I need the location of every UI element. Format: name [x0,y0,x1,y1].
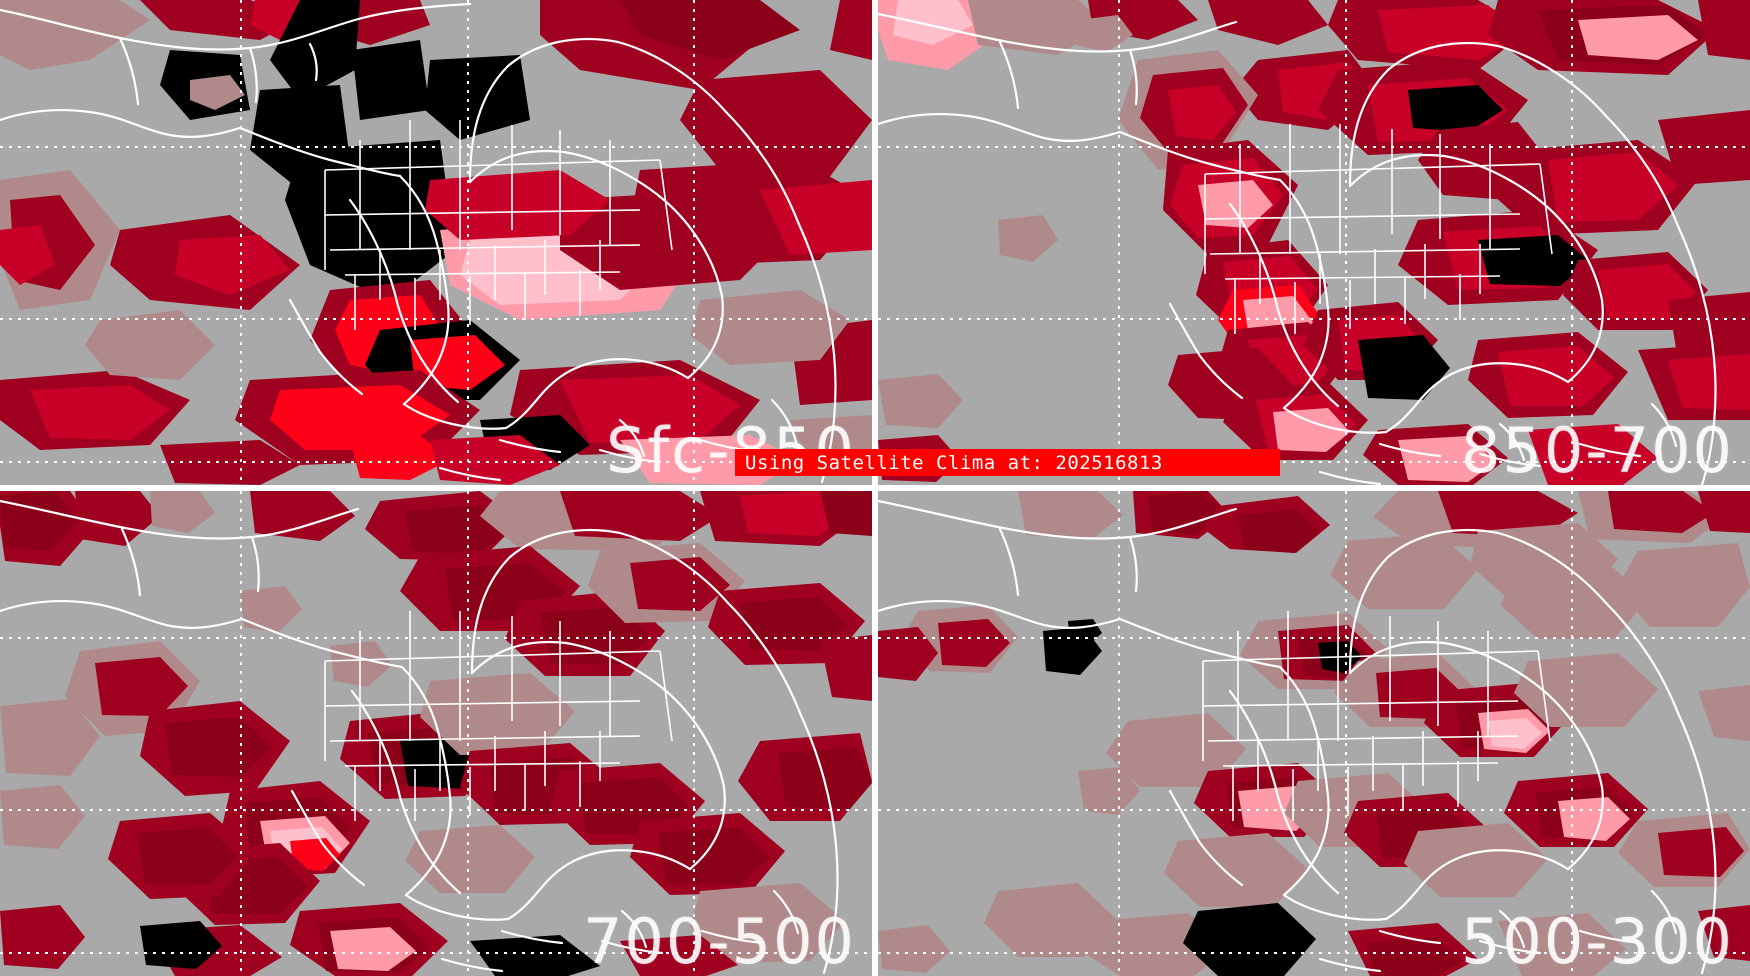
panel-700-500[interactable]: 700-500 [0,491,872,976]
status-banner: Using Satellite Clima at: 202516813 [735,449,1280,476]
panel-850-700[interactable]: 850-700 [878,0,1750,485]
panel-500-300[interactable]: 500-300 [878,491,1750,976]
map-canvas-700-500 [0,491,872,976]
status-banner-text: Using Satellite Clima at: 202516813 [745,451,1163,474]
panel-sfc-850[interactable]: Sfc-850 [0,0,872,485]
map-canvas-500-300 [878,491,1750,976]
map-canvas-850-700 [878,0,1750,485]
map-canvas-sfc-850 [0,0,872,485]
